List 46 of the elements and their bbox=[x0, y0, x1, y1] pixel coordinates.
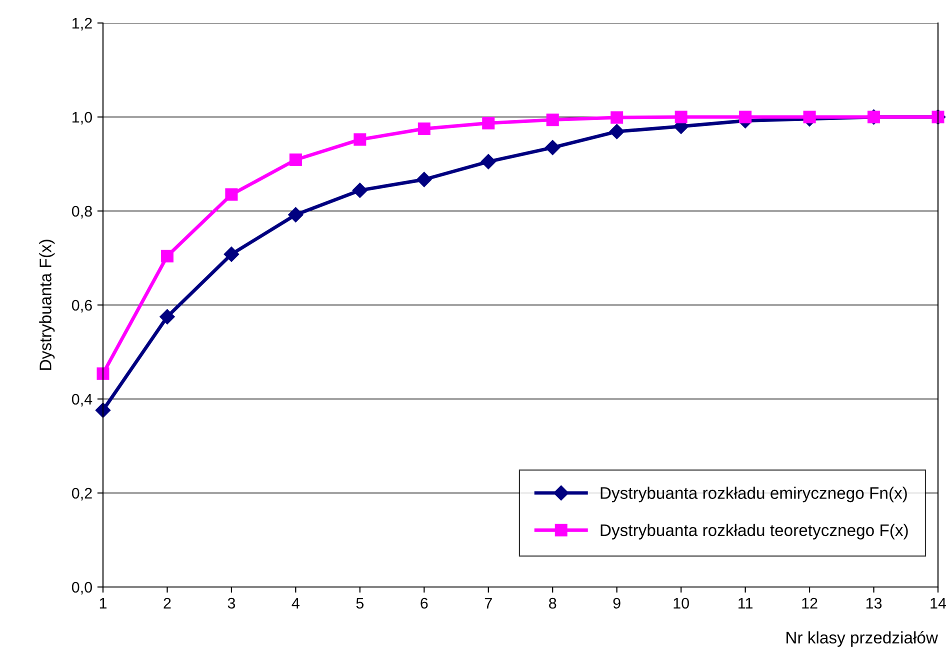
y-tick-label: 0,6 bbox=[72, 300, 92, 312]
point bbox=[160, 309, 175, 324]
point bbox=[224, 246, 240, 262]
y-tick-label: 1,2 bbox=[72, 18, 92, 30]
x-tick-label: 1 bbox=[100, 598, 107, 608]
y-axis-title: Dystrybuanta F(x) bbox=[39, 240, 55, 370]
point bbox=[289, 154, 302, 166]
point bbox=[546, 114, 559, 126]
y-tick-label: 1,0 bbox=[72, 112, 92, 124]
legend-label: Dystrybuanta rozkładu teoretycznego F(x) bbox=[600, 524, 908, 540]
y-tick-label: 0,4 bbox=[72, 394, 92, 406]
point bbox=[482, 116, 495, 130]
y-tick-label: 0,0 bbox=[72, 582, 92, 594]
legend-label: Dystrybuanta rozkładu emirycznego Fn(x) bbox=[600, 486, 907, 502]
point bbox=[418, 122, 430, 135]
x-tick-label: 8 bbox=[549, 598, 556, 609]
y-tick-label: 0,2 bbox=[72, 488, 92, 500]
point bbox=[354, 133, 366, 146]
x-tick-label: 13 bbox=[866, 598, 882, 609]
point bbox=[674, 110, 688, 124]
point bbox=[288, 207, 304, 222]
x-tick-label: 3 bbox=[228, 598, 236, 609]
x-axis-title: Nr klasy przedziałów bbox=[786, 631, 938, 647]
point bbox=[803, 110, 816, 124]
x-tick-label: 9 bbox=[613, 598, 620, 609]
point bbox=[416, 172, 432, 188]
x-tick-label: 4 bbox=[292, 598, 300, 608]
x-tick-label: 10 bbox=[674, 598, 689, 609]
point bbox=[610, 111, 624, 124]
x-tick-label: 14 bbox=[930, 598, 946, 608]
point bbox=[480, 154, 496, 170]
y-tick-label: 0,8 bbox=[72, 206, 92, 218]
x-tick-label: 12 bbox=[802, 598, 818, 608]
x-tick-label: 7 bbox=[484, 598, 492, 608]
point bbox=[739, 110, 752, 124]
point bbox=[95, 402, 111, 418]
point bbox=[352, 182, 368, 198]
x-tick-label: 6 bbox=[420, 598, 428, 609]
x-tick-label: 2 bbox=[164, 598, 171, 608]
x-tick-label: 5 bbox=[356, 598, 364, 609]
point bbox=[96, 367, 110, 380]
point bbox=[609, 124, 624, 140]
point bbox=[545, 140, 560, 156]
point bbox=[160, 250, 174, 262]
point bbox=[225, 188, 238, 201]
x-tick-label: 11 bbox=[738, 598, 752, 608]
